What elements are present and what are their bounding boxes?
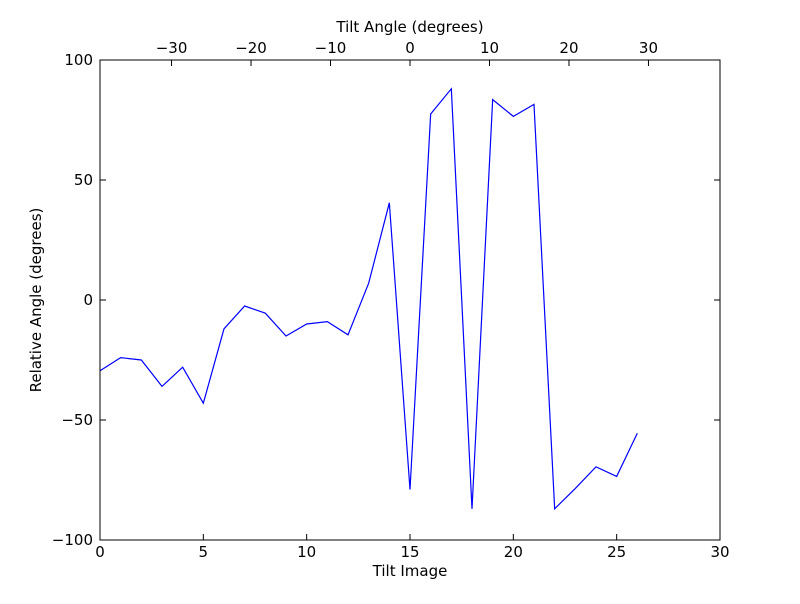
- series-line: [99, 87, 638, 511]
- y-tick-label: 50: [74, 171, 93, 189]
- data-layer: [99, 87, 638, 511]
- axes-layer: 0 5 10 15 20 25 30−30 −20 −10 0 10 20 30−100−5005010…: [52, 39, 730, 561]
- top-x-tick-label: 20: [559, 39, 578, 57]
- top-x-tick-label: 30: [639, 39, 658, 57]
- x-tick-label: 15: [400, 543, 419, 561]
- top-x-tick-label: −20: [235, 39, 267, 57]
- top-x-tick-label: 0: [405, 39, 415, 57]
- x-tick-label: 30: [710, 543, 729, 561]
- x-tick-label: 10: [297, 543, 316, 561]
- y-axis-label: Relative Angle (degrees): [27, 208, 45, 393]
- y-tick-label: −100: [52, 531, 93, 549]
- y-tick-label: 100: [64, 51, 93, 69]
- top-x-tick-label: −30: [156, 39, 188, 57]
- x-tick-label: 20: [504, 543, 523, 561]
- x-tick-label: 0: [95, 543, 105, 561]
- x-axis-label: Tilt Image: [372, 562, 448, 580]
- top-x-tick-label: −10: [315, 39, 347, 57]
- x-tick-label: 25: [607, 543, 626, 561]
- plot-frame: [99, 59, 721, 541]
- top-x-axis-label: Tilt Angle (degrees): [335, 18, 483, 36]
- top-x-tick-label: 10: [480, 39, 499, 57]
- y-tick-label: 0: [83, 291, 93, 309]
- x-tick-label: 5: [199, 543, 209, 561]
- y-tick-label: −50: [61, 411, 93, 429]
